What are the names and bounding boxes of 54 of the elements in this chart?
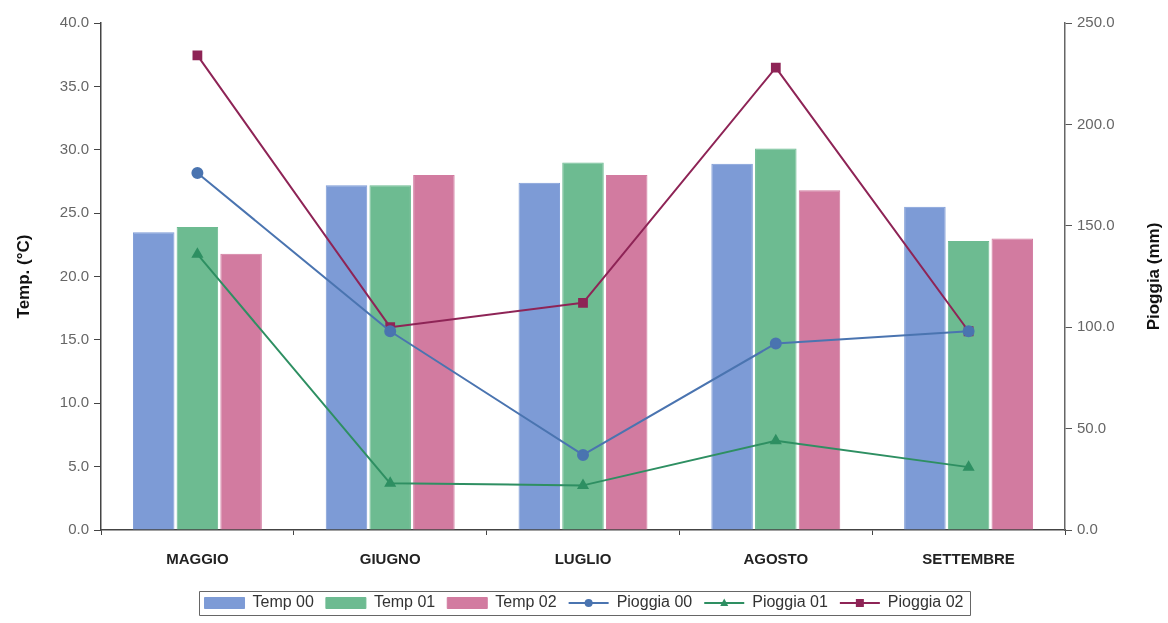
bar xyxy=(798,190,841,530)
bar xyxy=(132,232,175,530)
bar xyxy=(325,185,368,530)
bar xyxy=(518,182,561,530)
point xyxy=(770,62,781,73)
point xyxy=(192,248,203,258)
y2-tick-label: 50.0 xyxy=(1077,418,1107,436)
y2-tick-label: 0.0 xyxy=(1077,520,1098,538)
bar xyxy=(991,238,1034,530)
bar xyxy=(413,175,455,530)
point xyxy=(578,297,588,308)
y-tick-label: 20.0 xyxy=(59,266,89,284)
x-tick-label: SETTEMBRE xyxy=(922,550,1015,568)
bar xyxy=(220,253,262,530)
legend-label: Pioggia 00 xyxy=(616,593,693,611)
y-tick-label: 40.0 xyxy=(59,13,89,31)
bar xyxy=(369,185,411,530)
y2-axis-title: Pioggia (mm) xyxy=(1143,222,1163,331)
y-tick-label: 35.0 xyxy=(59,76,89,94)
point xyxy=(769,337,782,350)
bar xyxy=(947,241,990,530)
bar xyxy=(562,162,604,530)
y-axis-title: Temp. (°C) xyxy=(13,234,33,319)
bar xyxy=(605,175,648,530)
legend-label: Temp 02 xyxy=(495,593,557,611)
point xyxy=(577,448,589,461)
y2-tick-label: 100.0 xyxy=(1077,317,1115,335)
point xyxy=(384,325,397,338)
legend-label: Temp 01 xyxy=(373,593,436,611)
bar xyxy=(904,206,946,530)
legend-label: Pioggia 02 xyxy=(887,593,964,611)
y-tick-label: 0.0 xyxy=(68,520,89,538)
legend-label: Temp 00 xyxy=(252,593,314,611)
x-tick-label: LUGLIO xyxy=(554,550,612,568)
y-tick-label: 30.0 xyxy=(59,139,89,157)
point xyxy=(384,477,396,487)
x-tick-label: AGOSTO xyxy=(743,550,809,568)
bar xyxy=(711,163,753,530)
x-tick-label: GIUGNO xyxy=(359,550,421,568)
bar xyxy=(176,227,219,530)
y-tick-label: 5.0 xyxy=(68,456,89,474)
y2-tick-label: 150.0 xyxy=(1077,215,1115,233)
bar xyxy=(755,148,797,530)
y-tick-label: 10.0 xyxy=(59,393,89,411)
y2-tick-label: 250.0 xyxy=(1077,13,1115,31)
legend-label: Pioggia 01 xyxy=(752,593,828,611)
y-tick-label: 15.0 xyxy=(59,330,89,348)
y2-tick-label: 200.0 xyxy=(1077,114,1115,132)
y-tick-label: 25.0 xyxy=(59,203,89,221)
x-tick-label: MAGGIO xyxy=(166,550,229,568)
point xyxy=(963,461,974,471)
point xyxy=(770,434,782,445)
point xyxy=(191,167,204,180)
point xyxy=(577,479,589,489)
